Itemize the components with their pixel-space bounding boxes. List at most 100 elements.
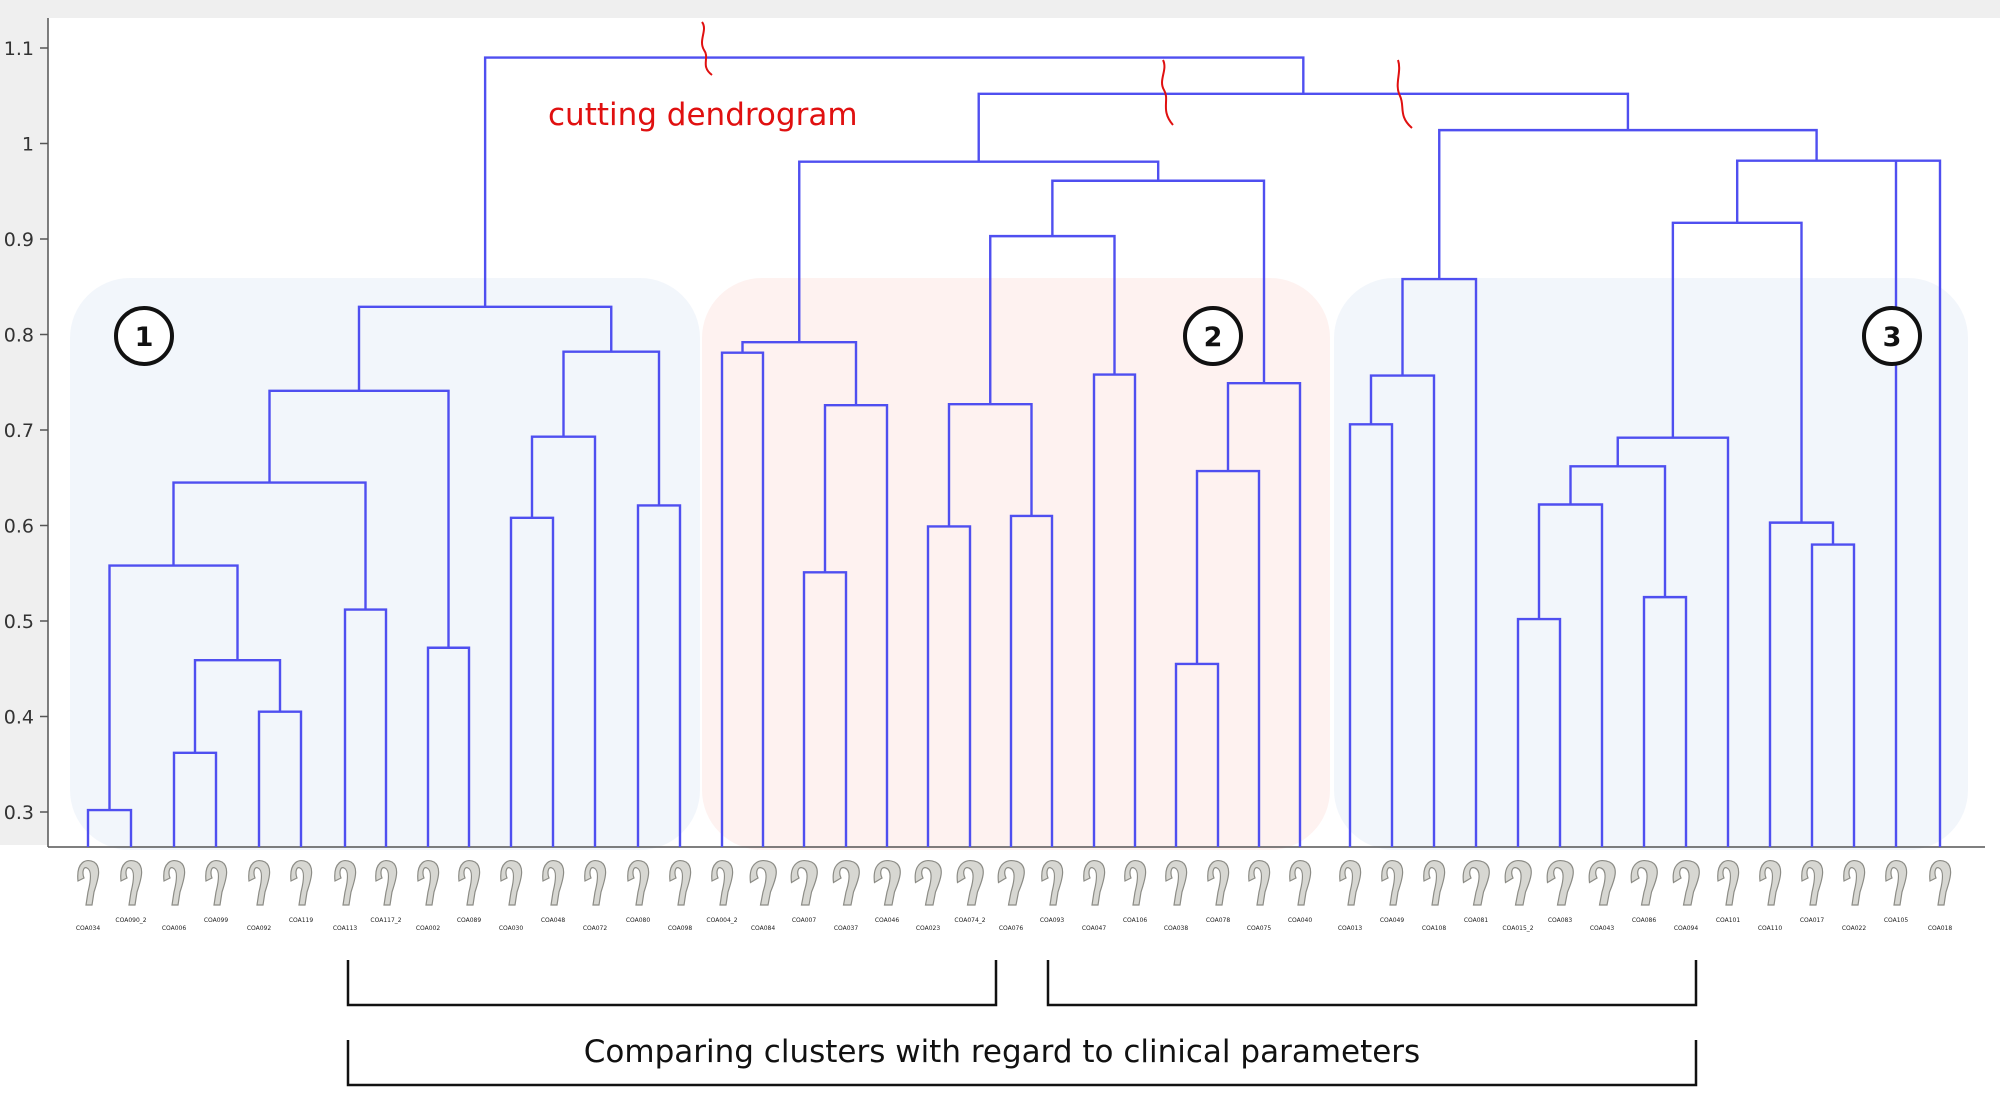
vessel-shape xyxy=(584,860,607,906)
sample-thumbnail: COA113 xyxy=(333,860,357,932)
vessel-shape xyxy=(375,860,398,906)
sample-thumbnail: COA105 xyxy=(1884,860,1908,924)
vessel-shape xyxy=(1083,860,1106,906)
dendrogram-link xyxy=(977,92,1630,162)
sample-label: COA119 xyxy=(289,917,314,924)
cluster-region-3 xyxy=(1334,278,1968,850)
vessel-shape xyxy=(163,860,186,906)
cut-mark xyxy=(1396,59,1413,129)
sample-label: COA018 xyxy=(1928,925,1953,932)
bracket-outer xyxy=(346,1040,1698,1087)
sample-label: COA094 xyxy=(1674,925,1699,932)
cluster-badge-label: 3 xyxy=(1883,322,1902,353)
sample-label: COA048 xyxy=(541,917,566,924)
y-tick-label: 1.1 xyxy=(4,38,34,60)
sample-thumbnail: COA076 xyxy=(997,860,1025,932)
sample-thumbnail: COA078 xyxy=(1206,860,1230,924)
vessel-shape xyxy=(1672,860,1700,906)
dendrogram-link xyxy=(1438,128,1818,280)
cluster-badge-label: 1 xyxy=(135,322,154,353)
sample-thumbnail: COA018 xyxy=(1928,860,1953,932)
sample-label: COA092 xyxy=(247,925,272,932)
vessel-shape xyxy=(1339,860,1362,906)
caption: Comparing clusters with regard to clinic… xyxy=(584,1034,1420,1070)
sample-thumbnail: COA110 xyxy=(1758,860,1782,932)
vessel-shape xyxy=(1289,860,1312,906)
sample-thumbnail: COA099 xyxy=(204,860,229,924)
vessel-shape xyxy=(248,860,271,906)
vessel-shape xyxy=(1423,860,1446,906)
sample-label: COA013 xyxy=(1338,925,1363,932)
sample-label: COA004_2 xyxy=(706,917,737,924)
vessel-shape xyxy=(873,860,901,906)
sample-thumbnail: COA034 xyxy=(76,860,101,932)
vessel-shape xyxy=(120,860,143,906)
sample-thumbnail: COA004_2 xyxy=(706,860,738,924)
sample-thumbnail: COA015_2 xyxy=(1502,860,1534,932)
sample-label: COA022 xyxy=(1842,925,1867,932)
top-panel xyxy=(0,0,2000,18)
sample-thumbnail: COA038 xyxy=(1164,860,1189,932)
sample-thumbnail: COA075 xyxy=(1247,860,1271,932)
y-tick-label: 0.9 xyxy=(4,229,34,251)
vessel-shape xyxy=(1588,860,1616,906)
sample-thumbnail: COA094 xyxy=(1672,860,1700,932)
sample-label: COA047 xyxy=(1082,925,1107,932)
dendrogram-link xyxy=(1896,159,1942,847)
sample-label: COA117_2 xyxy=(370,917,401,924)
vessel-shape xyxy=(1885,860,1908,906)
sample-thumbnail: COA089 xyxy=(457,860,482,924)
comparison-brackets xyxy=(346,960,1698,1087)
sample-thumbnail: COA049 xyxy=(1380,860,1405,924)
sample-thumbnail: COA101 xyxy=(1716,860,1740,924)
sample-label: COA034 xyxy=(76,925,101,932)
sample-thumbnail: COA093 xyxy=(1040,860,1064,924)
vessel-shape xyxy=(458,860,481,906)
sample-label: COA106 xyxy=(1123,917,1148,924)
sample-label: COA089 xyxy=(457,917,482,924)
sample-thumbnail: COA119 xyxy=(289,860,314,924)
cluster-badge-2: 2 xyxy=(1183,306,1243,366)
sample-label: COA084 xyxy=(751,925,776,932)
sample-thumbnail: COA046 xyxy=(873,860,901,924)
cluster-regions xyxy=(70,278,1968,850)
sample-thumbnail: COA023 xyxy=(914,860,942,932)
vessel-shape xyxy=(832,860,860,906)
vessel-shape xyxy=(1248,860,1271,906)
vessel-shape xyxy=(669,860,692,906)
sample-label: COA037 xyxy=(834,925,859,932)
axis-panel xyxy=(0,0,48,845)
sample-label: COA006 xyxy=(162,925,187,932)
cluster-badge-1: 1 xyxy=(114,306,174,366)
sample-label: COA002 xyxy=(416,925,441,932)
vessel-shape xyxy=(500,860,523,906)
vessel-shape xyxy=(1207,860,1230,906)
sample-thumbnail: COA090_2 xyxy=(115,860,147,924)
sample-label: COA007 xyxy=(792,917,817,924)
annotation-label: cutting dendrogram xyxy=(548,97,858,133)
vessel-shape xyxy=(627,860,650,906)
sample-label: COA030 xyxy=(499,925,524,932)
vessel-shape xyxy=(956,860,984,906)
sample-thumbnail: COA098 xyxy=(668,860,692,932)
sample-label: COA038 xyxy=(1164,925,1189,932)
vessel-shape xyxy=(1929,860,1952,906)
sample-thumbnail: COA037 xyxy=(832,860,860,932)
vessel-shape xyxy=(1759,860,1782,906)
y-tick-label: 0.3 xyxy=(4,802,34,824)
sample-label: COA081 xyxy=(1464,917,1489,924)
sample-label: COA099 xyxy=(204,917,229,924)
sample-thumbnail: COA013 xyxy=(1338,860,1363,932)
dendrogram-link xyxy=(483,56,1305,307)
sample-label: COA086 xyxy=(1632,917,1657,924)
bracket-left xyxy=(346,960,998,1007)
sample-label: COA072 xyxy=(583,925,608,932)
sample-thumbnail: COA074_2 xyxy=(954,860,986,924)
cluster-region-1 xyxy=(70,278,700,850)
sample-label: COA090_2 xyxy=(115,917,146,924)
vessel-shape xyxy=(1630,860,1658,906)
vessel-shape xyxy=(1124,860,1147,906)
vessel-shape xyxy=(1801,860,1824,906)
sample-label: COA049 xyxy=(1380,917,1405,924)
